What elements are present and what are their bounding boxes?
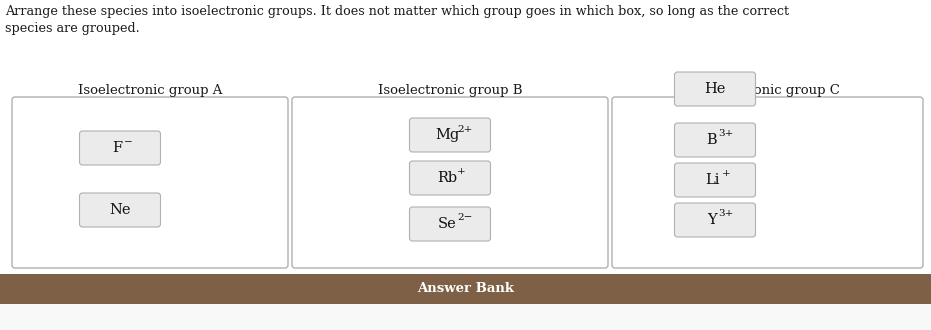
Text: 2+: 2+: [457, 124, 472, 134]
FancyBboxPatch shape: [292, 97, 608, 268]
Text: Answer Bank: Answer Bank: [417, 282, 514, 295]
FancyBboxPatch shape: [12, 97, 288, 268]
FancyBboxPatch shape: [674, 163, 755, 197]
Text: B: B: [707, 133, 717, 147]
Text: +: +: [722, 170, 731, 179]
Text: +: +: [457, 168, 466, 177]
Text: 2−: 2−: [457, 214, 472, 222]
FancyBboxPatch shape: [0, 304, 931, 330]
Text: Isoelectronic group B: Isoelectronic group B: [378, 84, 522, 97]
Text: Se: Se: [438, 217, 456, 231]
FancyBboxPatch shape: [674, 123, 755, 157]
Text: Arrange these species into isoelectronic groups. It does not matter which group : Arrange these species into isoelectronic…: [5, 5, 789, 18]
Text: F: F: [112, 141, 122, 155]
Text: Ne: Ne: [109, 203, 130, 217]
Text: 3+: 3+: [719, 210, 734, 218]
FancyBboxPatch shape: [0, 274, 931, 304]
FancyBboxPatch shape: [674, 72, 755, 106]
FancyBboxPatch shape: [410, 118, 491, 152]
FancyBboxPatch shape: [79, 131, 160, 165]
Text: Isoelectronic group C: Isoelectronic group C: [695, 84, 840, 97]
FancyBboxPatch shape: [674, 203, 755, 237]
Text: −: −: [124, 138, 132, 147]
FancyBboxPatch shape: [79, 193, 160, 227]
FancyBboxPatch shape: [410, 161, 491, 195]
FancyBboxPatch shape: [410, 207, 491, 241]
Text: Y: Y: [708, 213, 717, 227]
Text: 3+: 3+: [719, 129, 734, 139]
Text: Rb: Rb: [437, 171, 457, 185]
Text: He: He: [705, 82, 725, 96]
Text: Isoelectronic group A: Isoelectronic group A: [78, 84, 223, 97]
Text: Mg: Mg: [435, 128, 459, 142]
Text: Li: Li: [705, 173, 720, 187]
Text: species are grouped.: species are grouped.: [5, 22, 140, 35]
FancyBboxPatch shape: [612, 97, 923, 268]
